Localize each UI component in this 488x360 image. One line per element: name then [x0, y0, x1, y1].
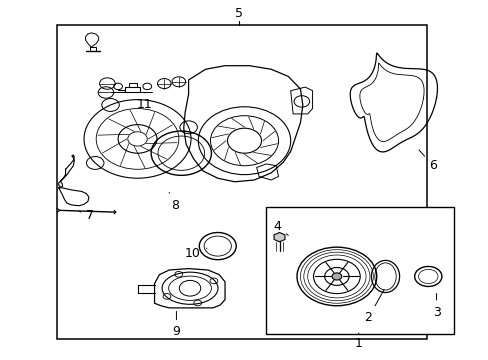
Polygon shape [273, 233, 285, 242]
Circle shape [331, 273, 341, 280]
Text: 5: 5 [234, 8, 242, 21]
Text: 7: 7 [79, 209, 94, 222]
Text: 3: 3 [432, 293, 440, 319]
Text: 4: 4 [273, 220, 287, 235]
Text: 11: 11 [137, 93, 152, 112]
Text: 1: 1 [354, 333, 362, 350]
Text: 10: 10 [184, 247, 206, 260]
Text: 9: 9 [172, 311, 180, 338]
Text: 8: 8 [169, 193, 179, 212]
Bar [266, 207, 453, 334]
Bar [57, 24, 426, 339]
Text: 2: 2 [364, 289, 384, 324]
Text: 6: 6 [418, 150, 436, 172]
